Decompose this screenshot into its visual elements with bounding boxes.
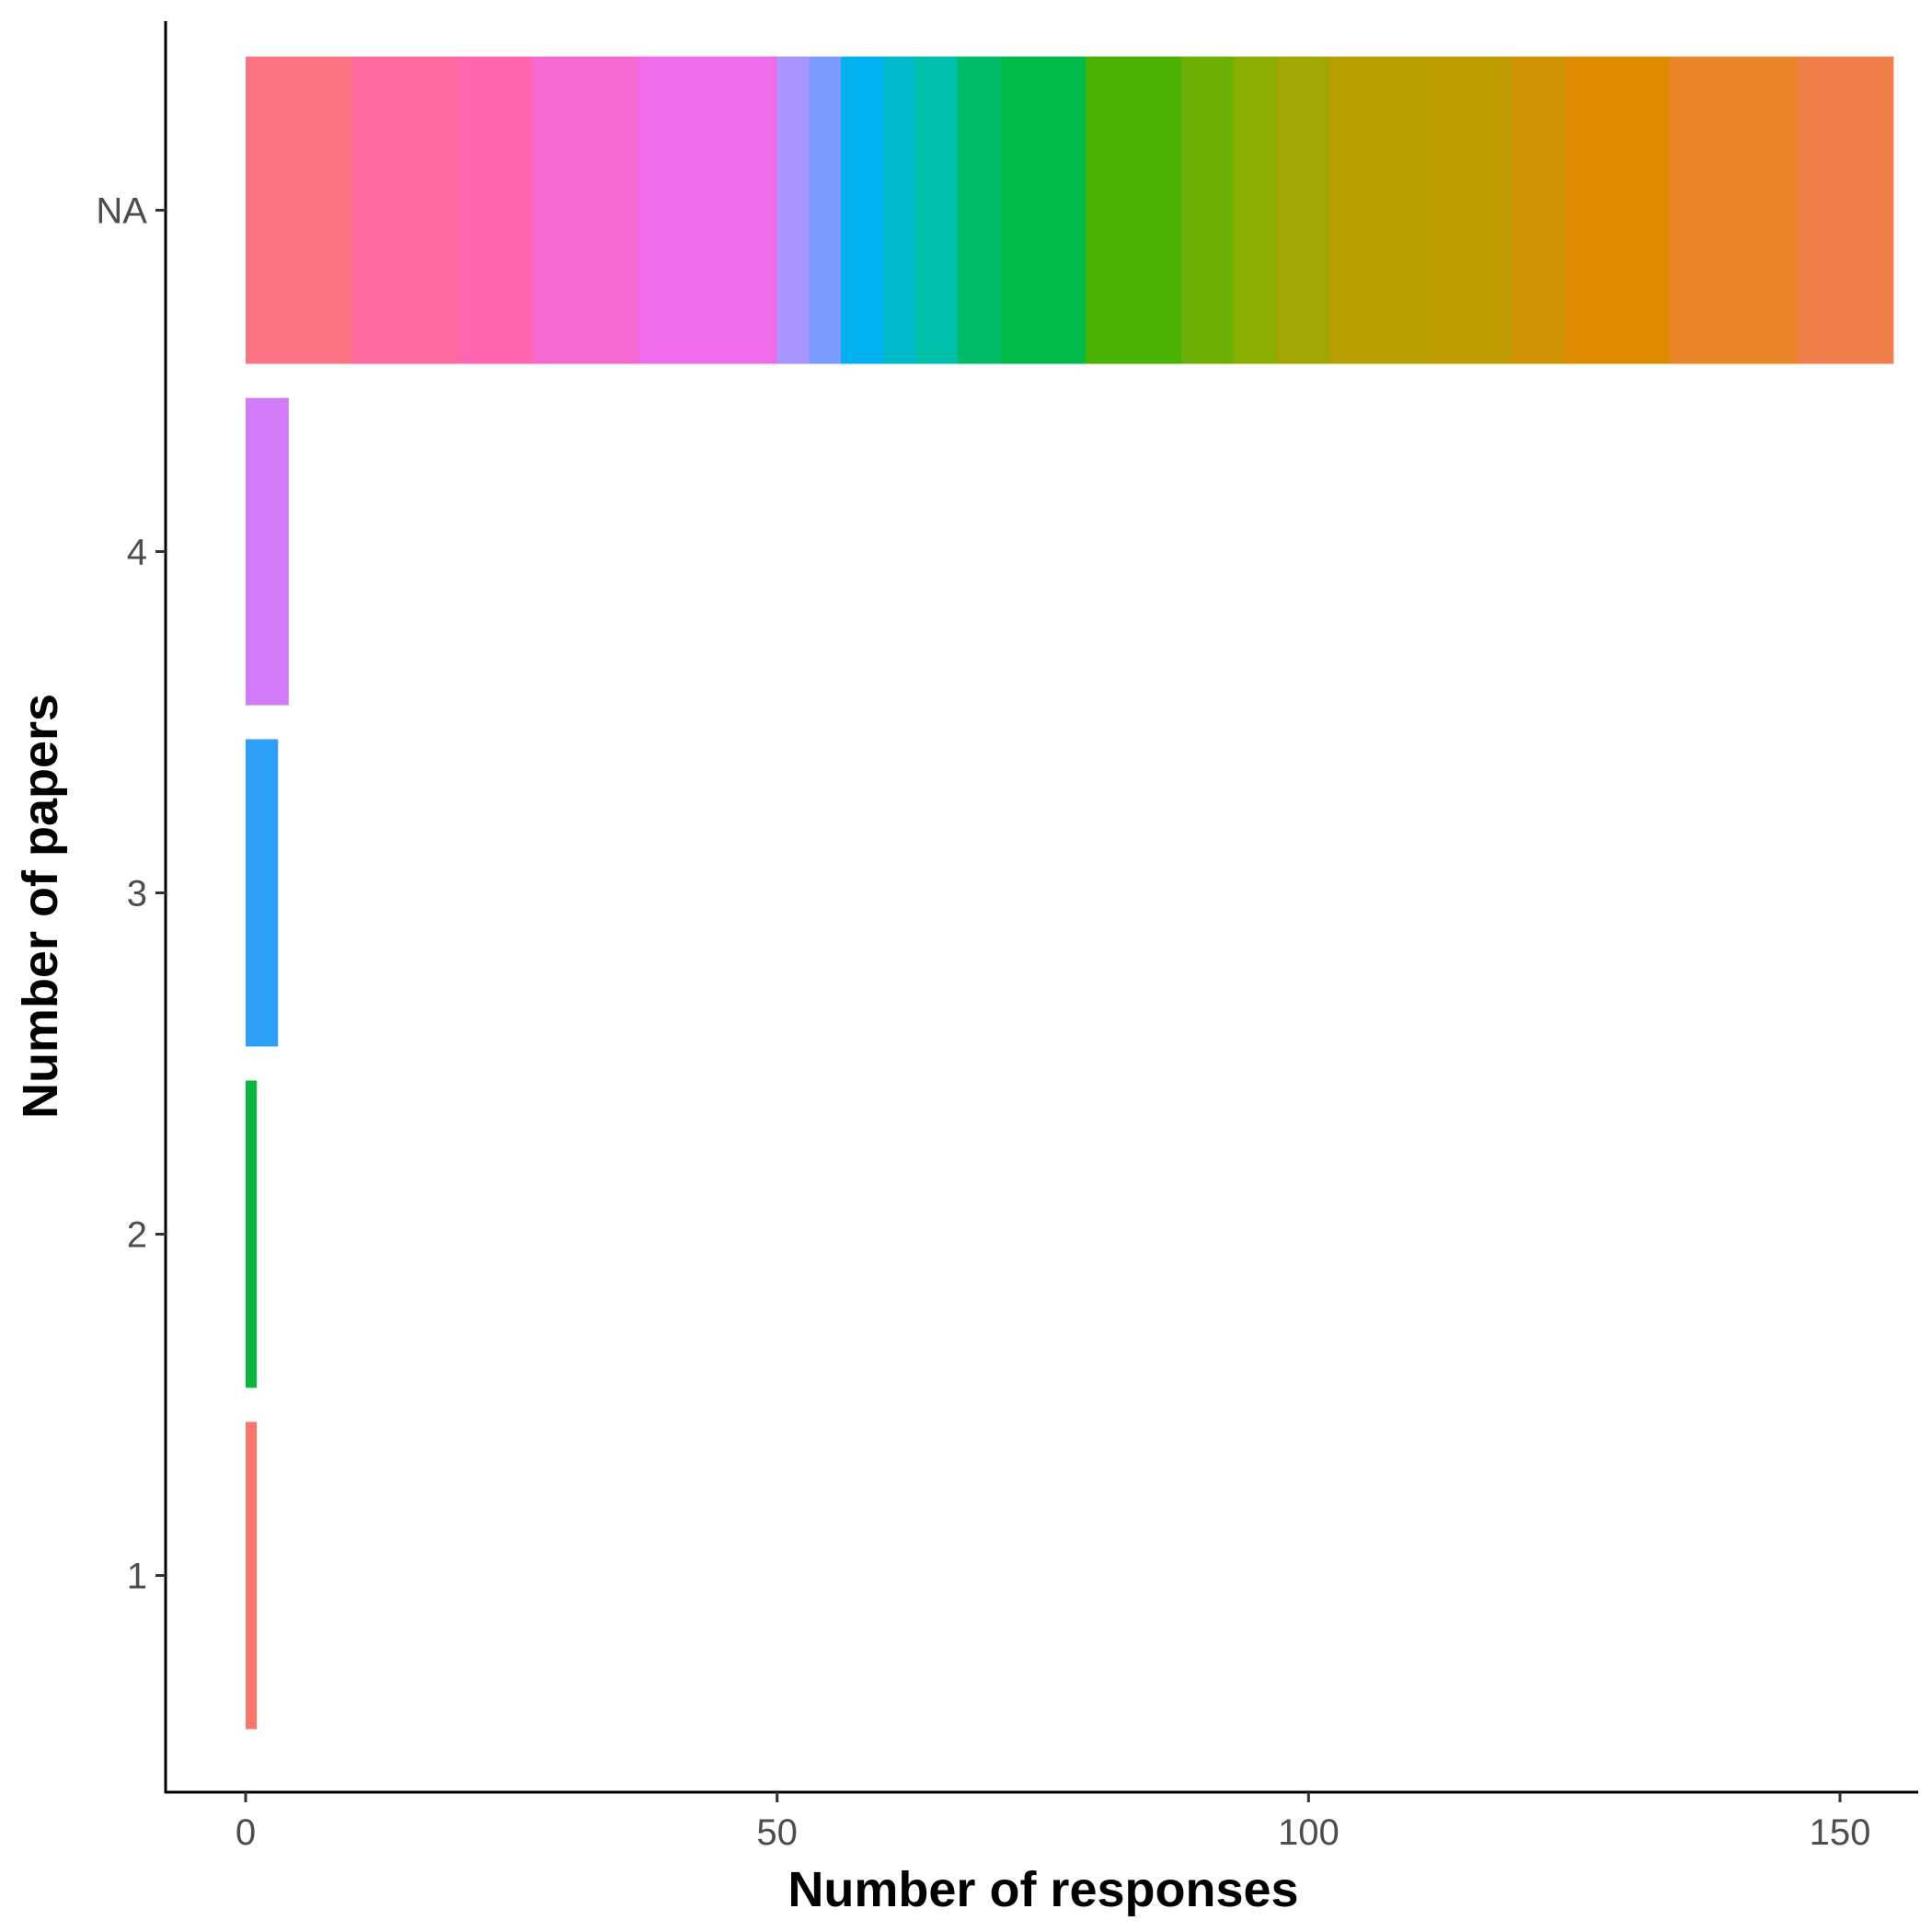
bar-segment [1329,56,1427,364]
bar-segment [1276,56,1331,364]
bar-segment [246,56,353,364]
ticks-layer: 1 2 3 4 NA 0 50 100 150 [96,191,1870,1854]
bar-segment [246,739,279,1047]
x-tick-label: 100 [1278,1812,1340,1853]
bar-segment [246,1080,258,1388]
bar-segment [1180,56,1236,364]
bar-segment [458,56,534,364]
bar-segment [883,56,916,364]
y-axis-title: Number of papers [13,694,68,1119]
bar-segment [809,56,842,364]
bar-2 [246,1080,258,1388]
bar-segment [1670,56,1799,364]
y-tick-label: 4 [127,533,147,573]
x-axis-title: Number of responses [788,1862,1298,1917]
bar-segment [1425,56,1512,364]
bar-segment [1234,56,1278,364]
bar-3 [246,739,279,1047]
bar-segment [1510,56,1565,364]
x-tick-label: 0 [236,1812,256,1853]
bar-segment [958,56,1001,364]
bar-segment [1563,56,1671,364]
y-tick-label: 2 [127,1215,147,1256]
y-tick-label: 1 [127,1557,147,1597]
bar-segment [532,56,640,364]
bar-segment [840,56,884,364]
bar-NA [246,56,1894,364]
bar-1 [246,1421,258,1730]
x-tick-label: 150 [1810,1812,1871,1853]
bar-segment [1085,56,1182,364]
bar-segment [246,397,289,706]
y-tick-label: NA [96,191,147,232]
bar-segment [1797,56,1894,364]
bar-segment [638,56,778,364]
y-tick-label: 3 [127,874,147,914]
bar-4 [246,397,289,706]
x-tick-label: 50 [756,1812,798,1853]
bar-segment [914,56,959,364]
bar-segment [351,56,459,364]
bar-segment [776,56,810,364]
bar-segment [246,1421,258,1730]
bar-segment [1000,56,1087,364]
bars-layer [246,56,1894,1730]
